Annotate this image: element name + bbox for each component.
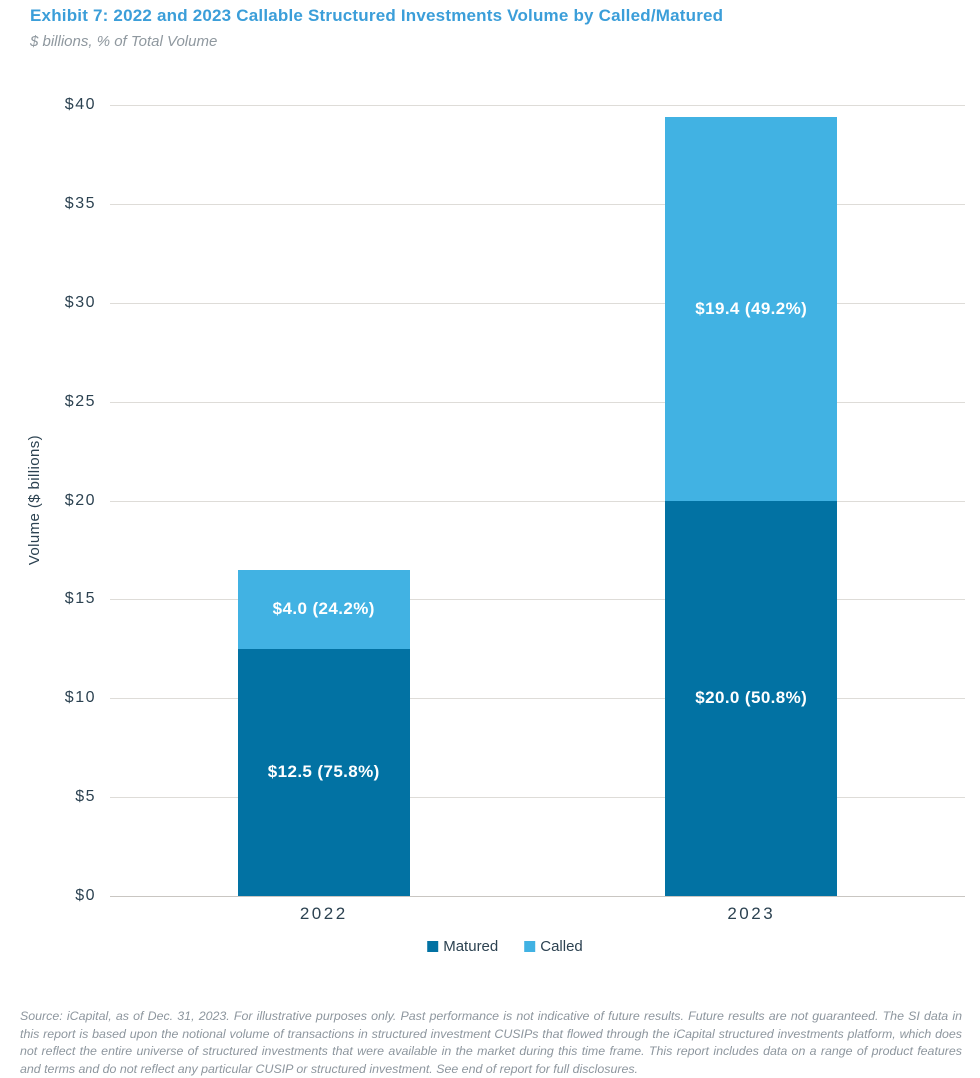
bar-segment-matured-2022: $12.5 (75.8%) — [237, 648, 410, 896]
bar-value-label: $12.5 (75.8%) — [267, 762, 380, 782]
legend-swatch-matured — [427, 941, 439, 952]
bar-segment-matured-2023: $20.0 (50.8%) — [665, 500, 838, 896]
gridline-30 — [110, 302, 965, 304]
bar-segment-called-2023: $19.4 (49.2%) — [665, 116, 838, 501]
chart-title: Exhibit 7: 2022 and 2023 Callable Struct… — [30, 6, 724, 25]
x-tick-label-2023: 2023 — [727, 904, 776, 923]
bar-value-label: $4.0 (24.2%) — [272, 599, 375, 619]
source-note: Source: iCapital, as of Dec. 31, 2023. F… — [20, 1009, 962, 1076]
y-tick-label: $40 — [64, 96, 96, 113]
gridline-40 — [110, 105, 965, 106]
legend-item-called: Called — [524, 938, 583, 955]
y-tick-label: $20 — [64, 491, 96, 509]
gridline-15 — [110, 599, 965, 601]
y-tick-label: $15 — [64, 590, 96, 608]
gridline-35 — [110, 203, 965, 205]
y-tick-label: $10 — [64, 689, 96, 707]
gridline-0 — [110, 896, 965, 897]
legend-label: Called — [540, 938, 583, 955]
plot-area: $0 $5 $10 $15 $20 $25 $30 $35 $40 $12.5 (75.8%) $4… — [65, 96, 965, 923]
y-tick-label: $25 — [64, 392, 96, 410]
bar-value-label: $19.4 (49.2%) — [695, 298, 808, 318]
gridline-25 — [110, 401, 965, 403]
y-tick-label: $35 — [64, 194, 96, 212]
legend-label: Matured — [443, 938, 499, 955]
y-tick-label: $0 — [75, 887, 96, 904]
legend: Matured Called — [427, 938, 583, 955]
gridline-10 — [110, 698, 965, 700]
gridline-5 — [110, 797, 965, 799]
gridline-20 — [110, 500, 965, 502]
bar-value-label: $20.0 (50.8%) — [695, 688, 808, 708]
y-tick-label: $5 — [75, 788, 96, 806]
chart-subtitle: $ billions, % of Total Volume — [30, 33, 218, 50]
legend-swatch-called — [524, 941, 536, 952]
x-tick-label-2022: 2022 — [299, 904, 348, 923]
bar-segment-called-2022: $4.0 (24.2%) — [237, 569, 410, 649]
y-tick-label: $30 — [64, 293, 96, 311]
legend-item-matured: Matured — [427, 938, 498, 955]
